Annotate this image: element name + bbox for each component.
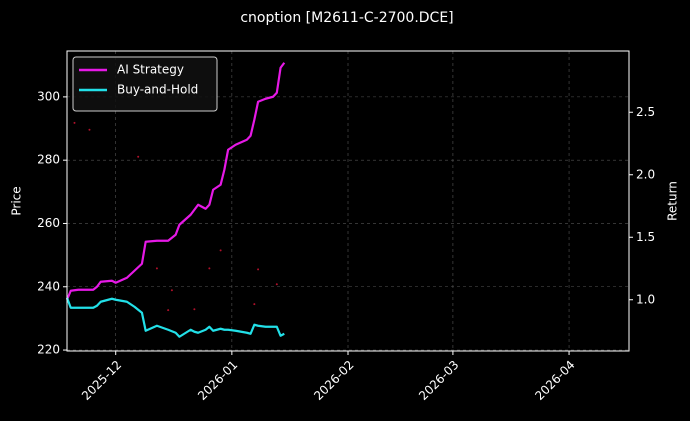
y-axis-label: Price bbox=[10, 186, 24, 215]
price-point bbox=[155, 267, 158, 270]
y2-axis-label: Return bbox=[666, 181, 680, 221]
price-point bbox=[208, 267, 211, 270]
y-tick-label: 280 bbox=[37, 153, 60, 167]
price-point bbox=[88, 128, 91, 131]
price-point bbox=[73, 121, 76, 124]
y2-tick-label: 2.5 bbox=[636, 105, 655, 119]
y2-tick-label: 1.0 bbox=[636, 292, 655, 306]
series-line bbox=[65, 62, 286, 301]
price-point bbox=[275, 283, 278, 286]
price-point bbox=[137, 155, 140, 158]
price-point bbox=[253, 303, 256, 306]
y-tick-label: 260 bbox=[37, 216, 60, 230]
chart-title: cnoption [M2611-C-2700.DCE] bbox=[240, 10, 453, 26]
y-tick-label: 220 bbox=[37, 343, 60, 357]
x-tick-label: 2026-03 bbox=[416, 358, 461, 403]
price-point bbox=[193, 308, 196, 311]
y-tick-label: 300 bbox=[37, 89, 60, 103]
price-point bbox=[257, 268, 260, 271]
price-point bbox=[167, 309, 170, 312]
y2-tick-label: 1.5 bbox=[636, 230, 655, 244]
plot-frame bbox=[66, 50, 630, 352]
series-line bbox=[65, 297, 285, 338]
price-point bbox=[170, 289, 173, 292]
x-tick-label: 2026-01 bbox=[195, 358, 240, 403]
legend-label: AI Strategy bbox=[117, 63, 184, 77]
x-tick-label: 2026-04 bbox=[532, 358, 577, 403]
y-tick-label: 240 bbox=[37, 279, 60, 293]
y2-tick-label: 2.0 bbox=[636, 167, 655, 181]
x-tick-label: 2025-12 bbox=[79, 358, 124, 403]
legend-label: Buy-and-Hold bbox=[117, 83, 198, 97]
x-tick-label: 2026-02 bbox=[311, 358, 356, 403]
legend-box bbox=[72, 56, 218, 112]
price-point bbox=[219, 249, 222, 252]
